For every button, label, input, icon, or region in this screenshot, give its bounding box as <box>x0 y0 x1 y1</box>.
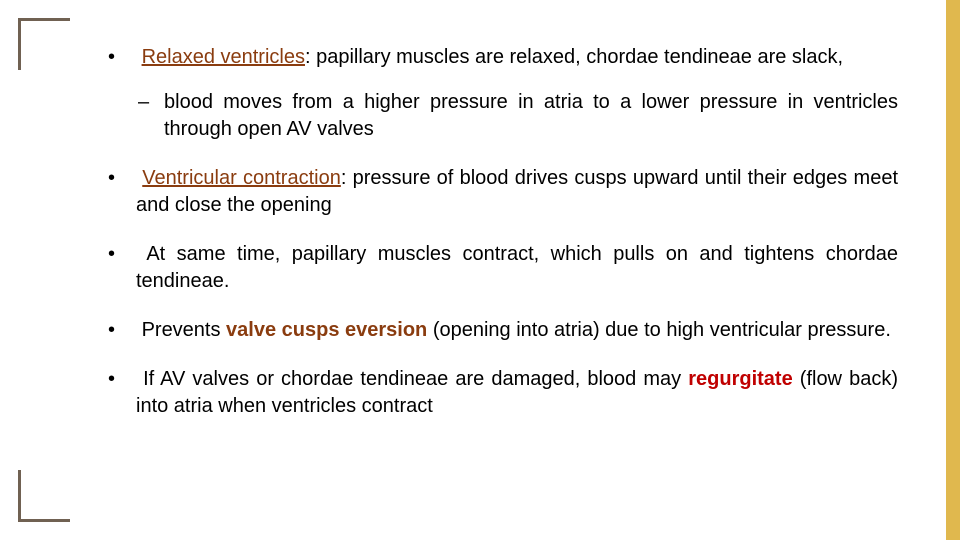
bullet-text: At same time, papillary muscles contract… <box>136 243 898 292</box>
lead-term: Ventricular contraction <box>142 167 341 189</box>
corner-bottom-left-v <box>18 470 21 522</box>
list-item: Ventricular contraction: pressure of blo… <box>108 165 898 219</box>
corner-top-left-v <box>18 18 21 70</box>
corner-top-left-h <box>18 18 70 21</box>
red-term: regurgitate <box>688 368 792 390</box>
bullet-pre: If AV valves or chordae tendineae are da… <box>143 368 688 390</box>
lead-term: Relaxed ventricles <box>142 46 305 68</box>
bullet-pre: Prevents <box>142 319 226 341</box>
list-item: Prevents valve cusps eversion (opening i… <box>108 317 898 344</box>
bullet-list: Relaxed ventricles: papillary muscles ar… <box>108 44 898 420</box>
list-item: At same time, papillary muscles contract… <box>108 241 898 295</box>
gold-side-bar <box>946 0 960 540</box>
corner-bottom-left-h <box>18 519 70 522</box>
sub-item: blood moves from a higher pressure in at… <box>136 89 898 143</box>
bullet-rest: : papillary muscles are relaxed, chordae… <box>305 46 843 68</box>
slide-content: Relaxed ventricles: papillary muscles ar… <box>108 44 898 442</box>
list-item: Relaxed ventricles: papillary muscles ar… <box>108 44 898 143</box>
bullet-post: (opening into atria) due to high ventric… <box>427 319 891 341</box>
list-item: If AV valves or chordae tendineae are da… <box>108 366 898 420</box>
bold-term: valve cusps eversion <box>226 319 427 341</box>
